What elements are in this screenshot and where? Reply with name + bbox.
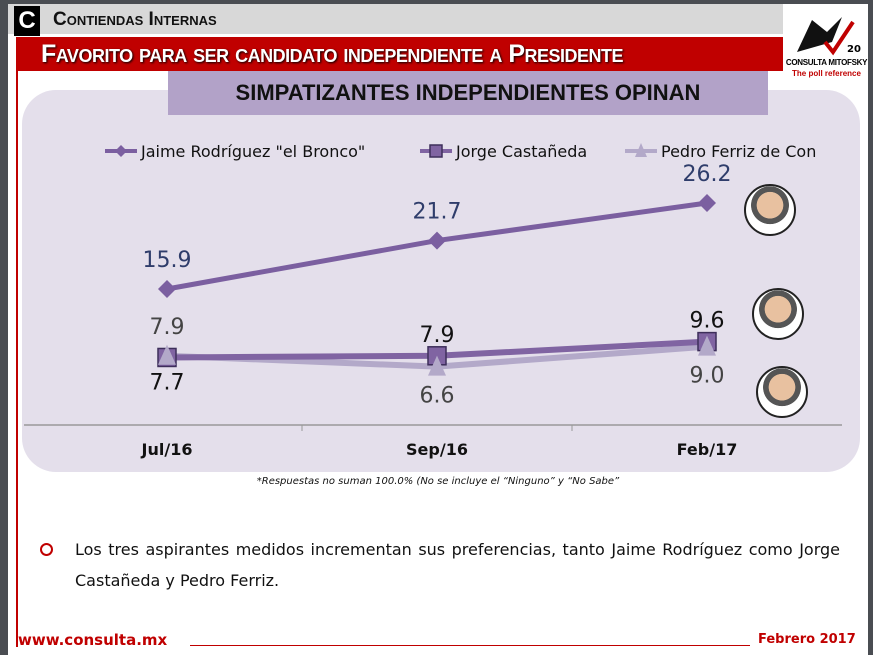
data-label: 21.7 — [413, 200, 462, 225]
legend-marker — [429, 144, 443, 158]
data-point — [698, 193, 716, 212]
slide: C Contiendas Internas Favorito para ser … — [8, 4, 868, 655]
data-label: 9.0 — [690, 364, 725, 389]
x-tick-label: Sep/16 — [406, 440, 468, 459]
data-label: 15.9 — [143, 248, 192, 273]
photo-jaime-rodriguez — [744, 184, 796, 236]
data-label: 7.7 — [150, 370, 185, 395]
section-title: Contiendas Internas — [53, 9, 217, 30]
data-point — [428, 355, 446, 376]
legend-label: Pedro Ferriz de Con — [661, 142, 816, 161]
x-tick-label: Feb/17 — [677, 440, 738, 459]
x-tick-label: Jul/16 — [141, 440, 193, 459]
data-label: 9.6 — [690, 309, 725, 334]
svg-text:20: 20 — [847, 44, 861, 55]
footer-date: Febrero 2017 — [758, 632, 856, 647]
legend-marker — [635, 143, 647, 157]
footer-url[interactable]: www.consulta.mx — [18, 631, 168, 649]
legend-label: Jaime Rodríguez "el Bronco" — [140, 142, 365, 161]
photo-pedro-ferriz — [756, 366, 808, 418]
legend-marker — [115, 145, 127, 157]
legend-label: Jorge Castañeda — [455, 142, 587, 161]
left-divider — [16, 37, 18, 647]
logo-tagline: The poll reference — [792, 69, 861, 78]
photo-jorge-castaneda — [752, 288, 804, 340]
line-chart: Jul/16 Sep/16 Feb/17 Jaime Rodríguez "el Br… — [24, 142, 842, 459]
data-point — [428, 231, 446, 250]
logo-mark-icon: 20 — [797, 17, 861, 56]
footnote: *Respuestas no suman 100.0% (No se inclu… — [256, 476, 620, 487]
data-point — [158, 344, 176, 365]
bullet-text: Los tres aspirantes medidos incrementan … — [75, 540, 840, 590]
chart-subtitle: SIMPATIZANTES INDEPENDIENTES OPINAN — [168, 71, 768, 115]
logo-name: CONSULTA MITOFSKY — [785, 58, 868, 67]
data-label: 7.9 — [420, 323, 455, 348]
data-label: 7.9 — [150, 315, 185, 340]
section-badge: C — [14, 6, 40, 36]
data-label: 26.2 — [683, 162, 732, 187]
data-label: 6.6 — [420, 384, 455, 409]
footer-line — [190, 645, 750, 646]
data-point — [158, 280, 176, 298]
logo: 20 CONSULTA MITOFSKY The poll reference — [785, 12, 868, 78]
data-point — [698, 335, 716, 356]
page-title: Favorito para ser candidato independient… — [16, 37, 783, 71]
top-bar — [8, 4, 783, 34]
bullet-point: Los tres aspirantes medidos incrementan … — [40, 534, 840, 596]
bullet-circle-icon — [40, 543, 53, 556]
